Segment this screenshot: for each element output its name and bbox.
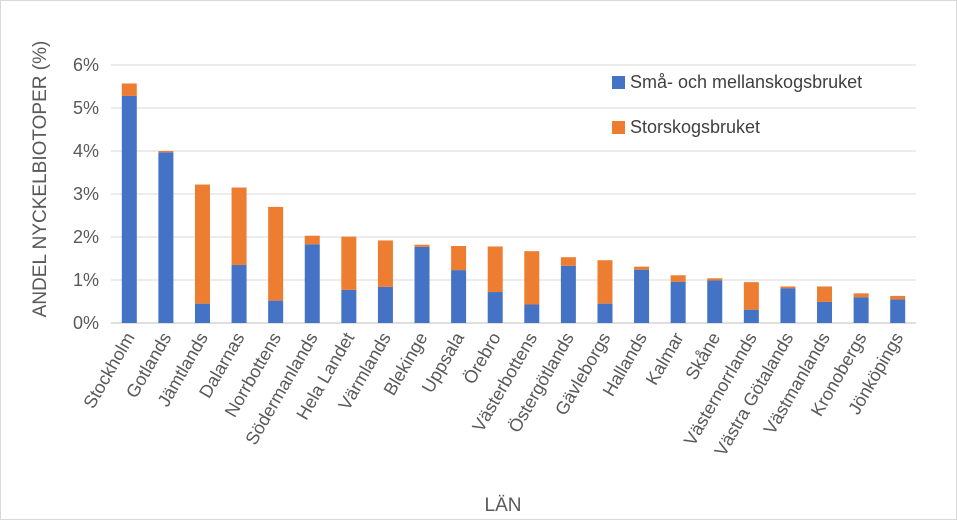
- bar-segment-stor: [304, 235, 320, 245]
- bar-segment-sma-mellan: [451, 270, 467, 323]
- bar-segment-stor: [707, 278, 723, 281]
- bar-segment-stor: [524, 251, 540, 305]
- bar-segment-sma-mellan: [853, 297, 869, 323]
- bar-segment-sma-mellan: [634, 269, 650, 323]
- bar-segment-sma-mellan: [268, 300, 284, 323]
- bar-segment-sma-mellan: [231, 264, 247, 323]
- bar-segment-stor: [194, 184, 210, 304]
- bar-segment-stor: [597, 260, 613, 304]
- bar-segment-sma-mellan: [707, 280, 723, 323]
- bar-segment-sma-mellan: [304, 244, 320, 323]
- bar-segment-stor: [817, 286, 833, 302]
- bar-segment-stor: [670, 275, 686, 282]
- bar-segment-stor: [853, 293, 869, 298]
- bar-segment-sma-mellan: [341, 289, 357, 323]
- x-axis-title: LÄN: [485, 495, 522, 516]
- bar-segment-sma-mellan: [597, 303, 613, 323]
- legend-swatch: [612, 121, 625, 134]
- legend-label: Små- och mellanskogsbruket: [630, 72, 862, 92]
- bar-segment-stor: [341, 236, 357, 290]
- bar-segment-stor: [890, 295, 906, 300]
- bar-segment-stor: [451, 246, 467, 271]
- bar-segment-sma-mellan: [780, 288, 796, 323]
- bar-segment-sma-mellan: [194, 303, 210, 323]
- legend: Små- och mellanskogsbruket Storskogsbruke…: [612, 72, 862, 137]
- y-tick-label: 2%: [73, 227, 99, 247]
- bar-segment-sma-mellan: [817, 301, 833, 323]
- bar-segment-stor: [634, 266, 650, 270]
- bar-segment-stor: [158, 151, 174, 153]
- bar-segment-sma-mellan: [524, 304, 540, 323]
- bar-segment-stor: [560, 257, 576, 266]
- bar-segment-stor: [780, 286, 796, 289]
- x-tick-label: Stockholm: [79, 329, 138, 412]
- y-tick-label: 4%: [73, 141, 99, 161]
- bar-segment-stor: [231, 187, 247, 265]
- bar-segment-sma-mellan: [560, 265, 576, 323]
- bar-segment-sma-mellan: [670, 281, 686, 323]
- legend-label: Storskogsbruket: [630, 117, 760, 137]
- y-tick-label: 5%: [73, 98, 99, 118]
- y-tick-label: 1%: [73, 270, 99, 290]
- bar-segment-sma-mellan: [158, 152, 174, 323]
- bar-segment-sma-mellan: [377, 286, 393, 323]
- bar-segment-stor: [414, 244, 430, 247]
- bar-segment-stor: [377, 240, 393, 287]
- bar-segment-stor: [487, 246, 503, 293]
- bar-segment-sma-mellan: [414, 246, 430, 323]
- bar-segment-stor: [121, 83, 137, 96]
- x-tick-labels: StockholmGotlandsJämtlandsDalarnasNorrbo…: [79, 328, 907, 459]
- legend-swatch: [612, 76, 625, 89]
- y-tick-label: 6%: [73, 55, 99, 75]
- y-tick-labels: 0% 1% 2% 3% 4% 5% 6%: [73, 55, 99, 333]
- bars: [121, 83, 906, 324]
- bar-segment-sma-mellan: [890, 299, 906, 323]
- y-tick-label: 0%: [73, 313, 99, 333]
- bar-segment-sma-mellan: [743, 309, 759, 323]
- bar-segment-sma-mellan: [121, 95, 137, 324]
- y-tick-label: 3%: [73, 184, 99, 204]
- bar-segment-sma-mellan: [487, 292, 503, 323]
- bar-segment-stor: [268, 206, 284, 301]
- y-axis-title: ANDEL NYCKELBIOTOPER (%): [30, 41, 51, 318]
- bar-segment-stor: [743, 282, 759, 310]
